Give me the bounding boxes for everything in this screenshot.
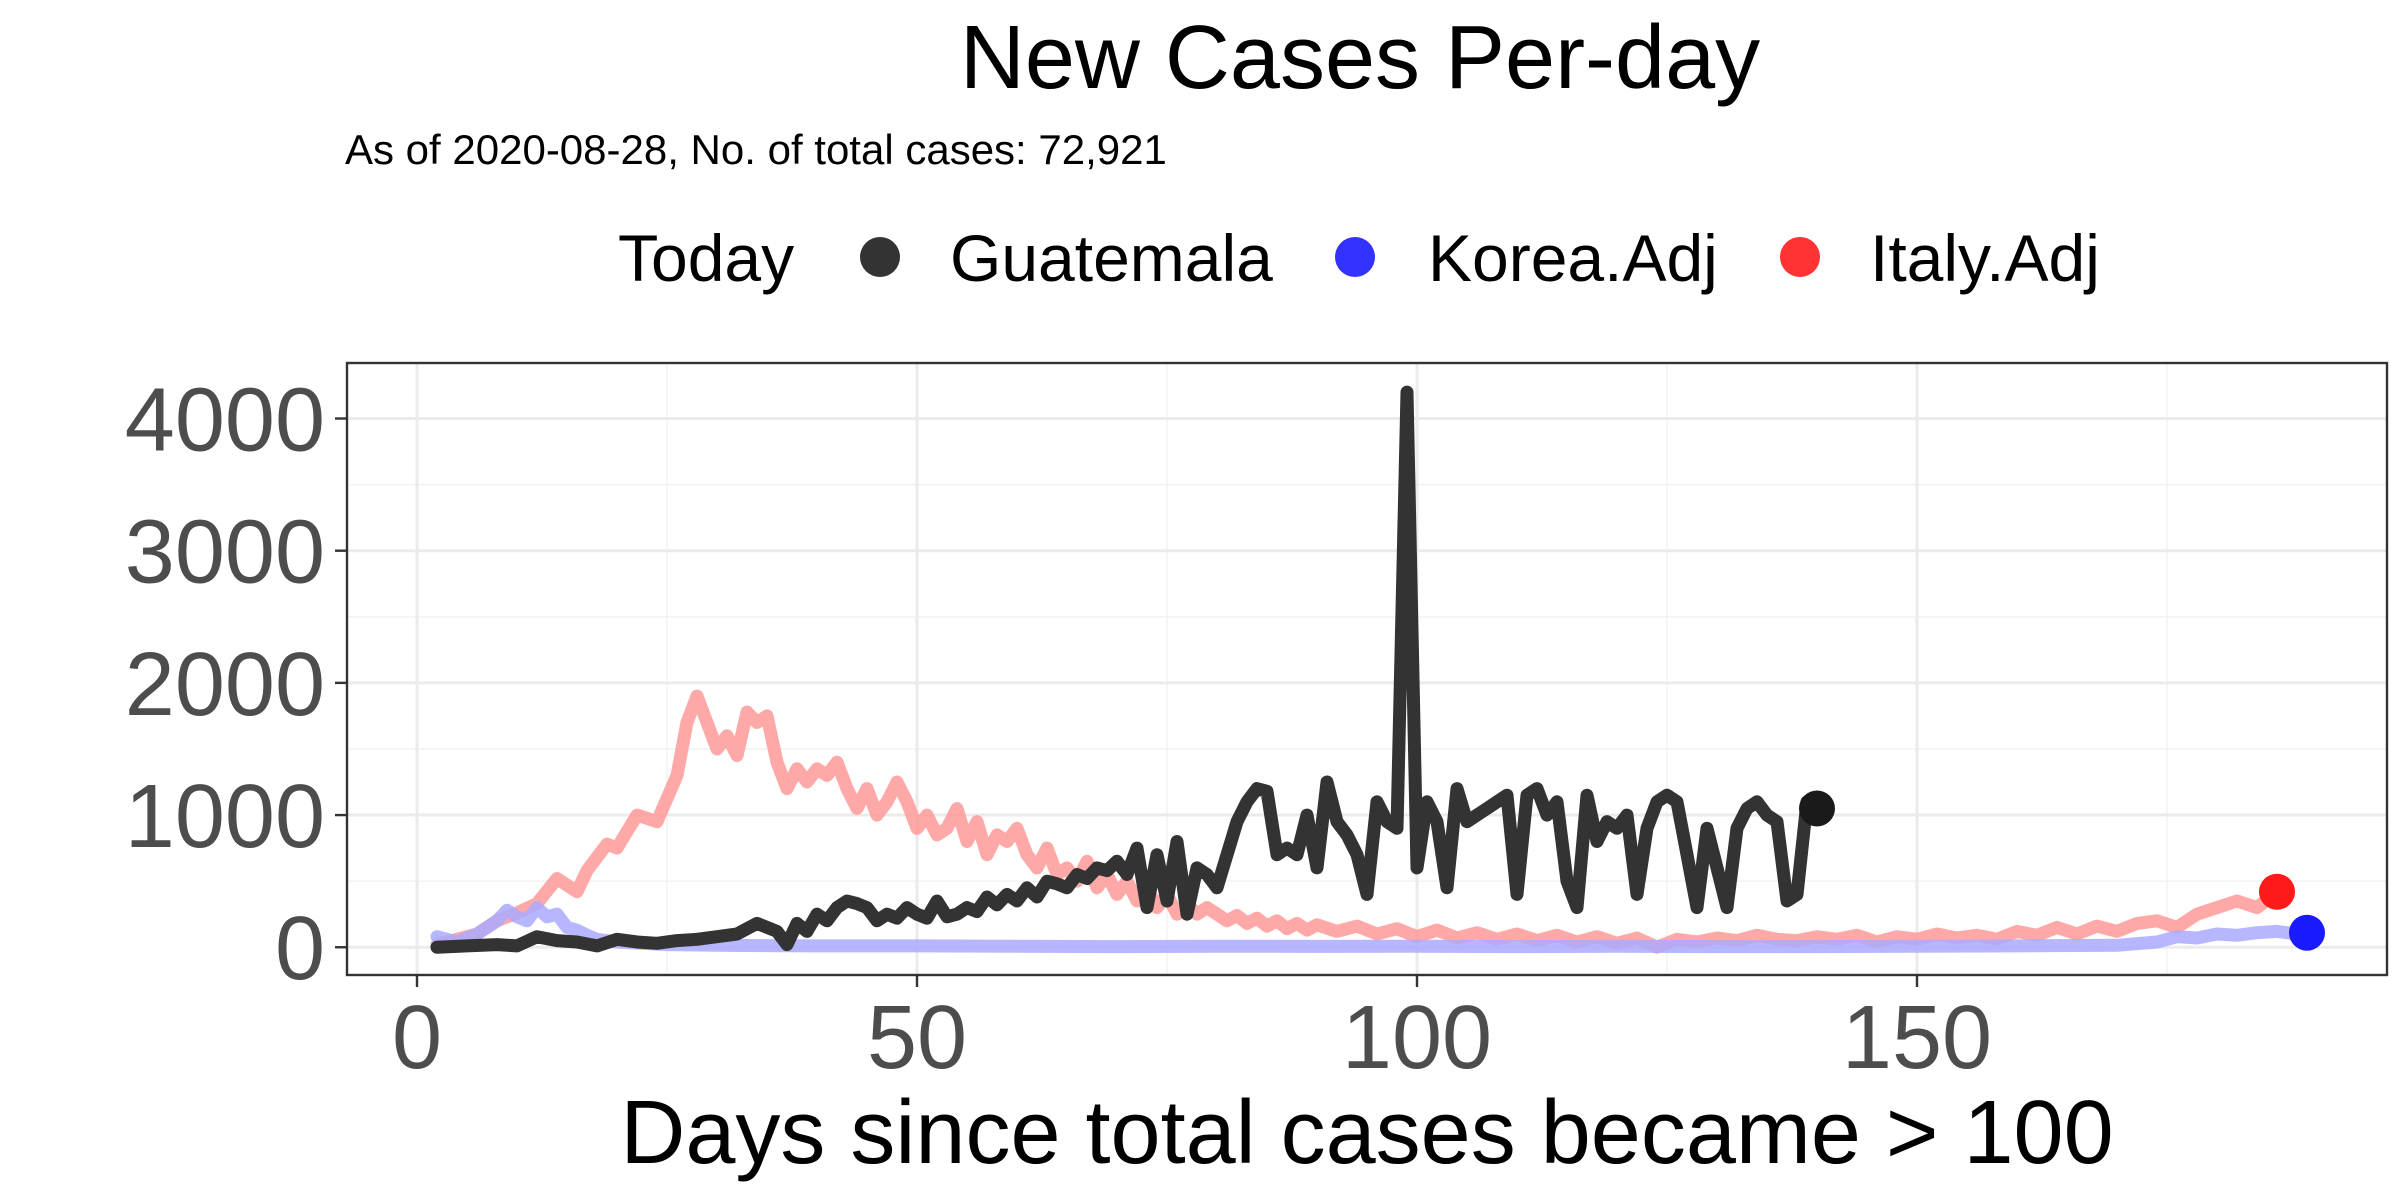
legend-key-guatemala (860, 237, 900, 277)
y-tick-label: 4000 (125, 371, 325, 471)
panel-border (345, 361, 2389, 977)
legend-key-italy-adj (1780, 237, 1820, 277)
today-points (1799, 790, 2325, 951)
y-tick-label: 0 (275, 899, 325, 999)
legend-title: Today (618, 221, 794, 295)
x-tick-label: 150 (1842, 988, 1992, 1088)
chart-subtitle: As of 2020-08-28, No. of total cases: 72… (345, 126, 1167, 173)
x-tick-label: 50 (867, 988, 967, 1088)
y-tick-label: 2000 (125, 635, 325, 735)
series-line-korea-adj (430, 901, 2314, 954)
legend-label-korea-adj: Korea.Adj (1428, 221, 1718, 295)
series-line-italy-adj (430, 689, 2284, 954)
legend-label-italy-adj: Italy.Adj (1870, 221, 2100, 295)
series-lines (430, 385, 2314, 954)
x-tick-label: 100 (1342, 988, 1492, 1088)
x-tick-label: 0 (392, 988, 442, 1088)
x-axis: 0 50 100 150 (392, 975, 1992, 1088)
x-axis-label: Days since total cases became > 100 (620, 1083, 2113, 1183)
y-tick-label: 3000 (125, 503, 325, 603)
chart-title: New Cases Per-day (960, 8, 1760, 108)
legend-label-guatemala: Guatemala (950, 221, 1273, 295)
today-point-italy-adj (2259, 873, 2295, 910)
y-axis: 0 1000 2000 3000 4000 (125, 371, 347, 999)
y-tick-label: 1000 (125, 767, 325, 867)
legend-key-korea-adj (1335, 237, 1375, 277)
today-point-guatemala (1799, 790, 1835, 827)
legend: Today Guatemala Korea.Adj Italy.Adj (618, 221, 2100, 295)
today-point-korea-adj (2289, 914, 2325, 951)
series-line-guatemala (430, 385, 1824, 954)
